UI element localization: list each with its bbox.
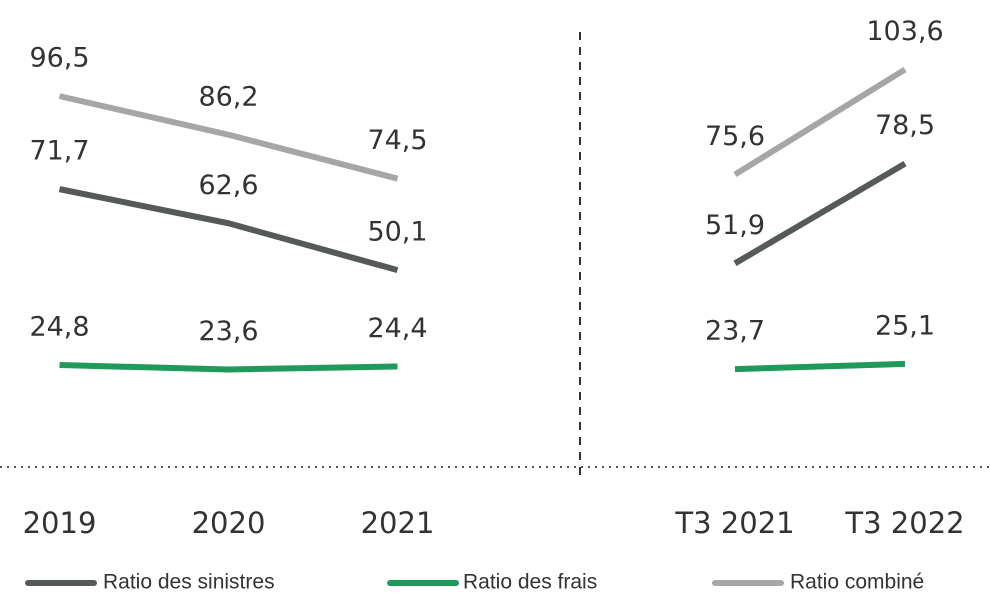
series-line	[58, 93, 399, 182]
x-tick-label: 2021	[361, 506, 435, 540]
series-line	[734, 360, 906, 373]
series-line	[733, 161, 907, 266]
data-label: 23,6	[198, 316, 258, 347]
data-label: 50,1	[367, 217, 427, 248]
series-line	[59, 362, 398, 373]
series-line	[58, 186, 399, 274]
data-label: 25,1	[875, 310, 935, 341]
series-line	[733, 66, 907, 178]
data-label: 51,9	[705, 210, 765, 241]
data-label: 78,5	[875, 110, 935, 141]
legend-label: Ratio des frais	[463, 571, 597, 594]
x-tick-label: 2019	[23, 506, 97, 540]
data-label: 71,7	[29, 136, 89, 167]
data-label: 23,7	[705, 316, 765, 347]
x-tick-label: T3 2021	[674, 506, 794, 540]
data-label: 86,2	[198, 81, 258, 112]
data-label: 74,5	[367, 125, 427, 156]
data-label: 62,6	[198, 170, 258, 201]
data-label: 24,8	[29, 312, 89, 343]
data-label: 103,6	[866, 16, 943, 47]
data-label: 96,5	[29, 43, 89, 74]
x-tick-label: T3 2022	[844, 506, 964, 540]
legend-label: Ratio combiné	[790, 571, 924, 594]
legend-label: Ratio des sinistres	[103, 571, 275, 594]
data-label: 75,6	[705, 121, 765, 152]
data-label: 24,4	[367, 313, 427, 344]
x-tick-label: 2020	[192, 506, 266, 540]
